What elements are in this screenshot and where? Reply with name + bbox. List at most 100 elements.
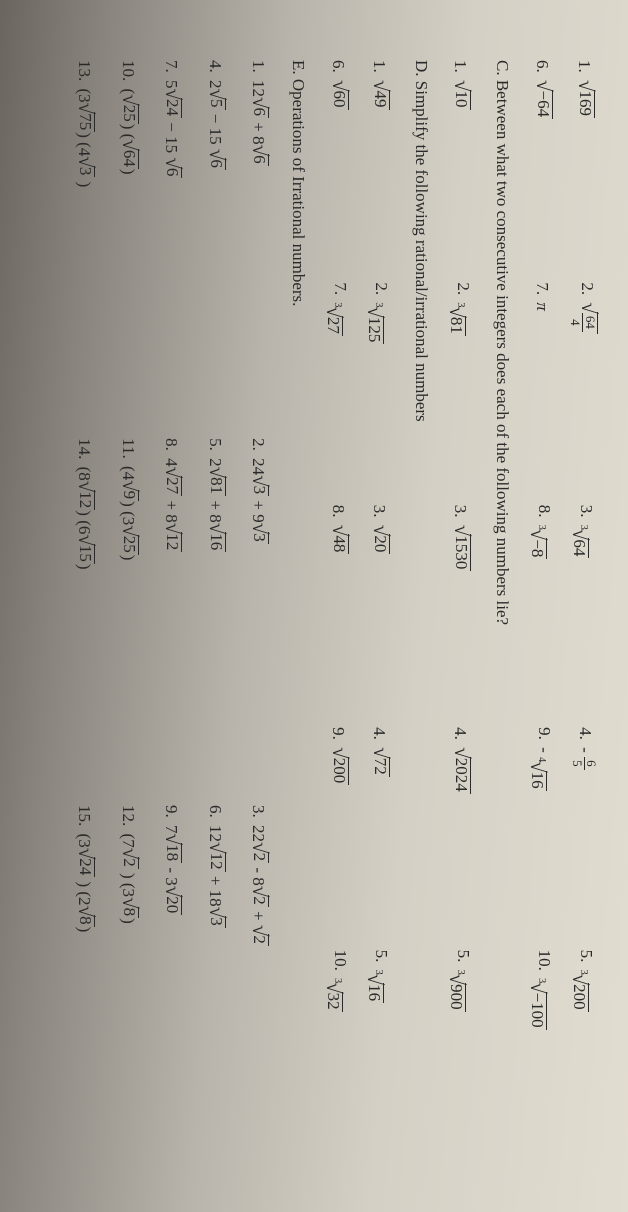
problem-item: 14. (8√12) (6√15) [72,438,98,805]
item-number: 3. [249,805,268,818]
item-number: 11. [119,438,138,459]
radical-expr: √9 [119,480,139,501]
item-number: 10. [119,60,138,81]
section-b-row-1: 1. √1692. √6443. 3√644. - 655. 3√200 [569,60,600,1172]
problem-item: 5. 3√16 [365,950,395,1172]
section-e-heading: E. Operations of Irrational numbers. [285,60,311,1172]
radical-expr: √75 [76,103,96,133]
expr-text: + 8 [206,496,225,523]
problem-item: 2. 3√125 [365,282,395,504]
expr-text: 2 [206,458,225,467]
radical-expr: √16 [206,523,226,553]
section-c-row: 1. √102. 3√813. √15304. √20245. 3√900 [446,60,476,1172]
radical-expr: 4√16 [527,757,547,791]
item-number: 13. [75,60,94,81]
item-number: 6. [329,60,348,73]
expr-text: ) [119,918,138,924]
problem-item: 12. (7√2 ) (3√8) [115,805,141,1172]
radical-expr: 3√64 [570,525,590,559]
radical-expr: √27 [163,467,183,497]
radical-expr: 3√81 [446,302,466,336]
problem-item: 4. - 65 [570,727,598,949]
item-number: 15. [75,805,94,826]
radical-expr: √5 [206,89,226,110]
section-e-row-4: 10. (√25) (√64)11. (4√9) (3√25)12. (7√2 … [115,60,141,1172]
expr-text: ) (3 [119,869,138,897]
expr-text: − 15 [206,110,225,149]
item-number: 12. [119,805,138,826]
radical-expr: √8 [119,897,139,918]
expr-text: ) [119,555,138,561]
item-number: 4. [206,60,225,73]
item-number: 7. [162,60,181,73]
radical-expr: √25 [119,525,139,555]
expr-text: ) [75,564,94,570]
worksheet-page: 1. √1692. √6443. 3√644. - 655. 3√200 6. … [0,0,628,1212]
item-number: 4. [451,727,470,740]
item-number: 3. [370,505,389,518]
problem-item: 9. - 4√16 [527,727,557,949]
expr-text: ) (3 [119,501,138,525]
expr-text: (3 [75,834,94,848]
radical-expr: √2 [250,925,270,946]
item-number: 5. [206,438,225,451]
expr-text: ) [75,177,94,187]
expr-text: 2 [206,80,225,89]
expr-text: ) [119,169,138,175]
radical-expr: √−64 [533,80,553,119]
expr-text: ) ( [119,124,138,140]
problem-item: 2. √644 [569,282,600,504]
problem-item: 7. 5√24 − 15 √6 [159,60,185,438]
problem-item: 10. (√25) (√64) [115,60,141,438]
section-c-heading: C. Between what two consecutive integers… [490,60,516,1172]
item-number: 2. [454,282,473,295]
radical-expr: √644 [569,302,598,334]
expr-text: 12 [249,80,268,97]
expr-text: ) (6 [75,510,94,534]
radical-expr: √2 [250,842,270,863]
radical-expr: √24 [163,89,183,119]
radical-expr: 3√27 [323,302,343,336]
radical-expr: √25 [119,94,139,124]
item-number: 1. [451,60,470,73]
expr-text: + 8 [249,118,268,145]
problem-item: 4. 2√5 − 15 √6 [202,60,228,438]
section-b-row-2: 6. √−647. π8. 3√−89. - 4√1610. 3√−100 [527,60,557,1172]
section-e-row-3: 7. 5√24 − 15 √68. 4√27 + 8√129. 7√18 - 3… [159,60,185,1172]
section-d-row-1: 1. √492. 3√1253. √204. √725. 3√16 [365,60,395,1172]
expr-text: ) [75,927,94,933]
item-number: 10. [535,950,554,971]
expr-text: + 9 [249,496,268,523]
problem-item: 6. 12√12 + 18√3 [202,805,228,1172]
problem-item: 6. √−64 [529,60,555,282]
problem-item: 1. √10 [448,60,474,282]
radical-expr: √60 [329,80,349,110]
item-number: 8. [329,505,348,518]
problem-item: 9. √200 [325,727,351,949]
pi-symbol: π [533,302,552,311]
item-number: 2. [249,438,268,451]
item-number: 14. [75,438,94,459]
item-number: 5. [454,950,473,963]
item-number: 7. [533,282,552,295]
radical-expr: √12 [76,481,96,511]
section-e-row-1: 1. 12√6 + 8√62. 24√3 + 9√33. 22√2 - 8√2 … [246,60,272,1172]
radical-expr: √3 [250,475,270,496]
problem-item: 6. √60 [325,60,351,282]
problem-item: 13. (3√75) (4√3 ) [72,60,98,438]
expr-text: 22 [249,825,268,842]
radical-expr: √18 [163,834,183,864]
radical-expr: 3√125 [365,302,385,344]
item-number: 1. [370,60,389,73]
item-number: 3. [577,505,596,518]
expr-text: 5 [162,80,181,89]
radical-expr: √6 [206,149,226,170]
problem-item: 4. √72 [367,727,393,949]
problem-item: 7. 3√27 [323,282,353,504]
radical-expr: √2024 [452,747,472,794]
radical-expr: √20 [371,525,391,555]
item-number: 6. [206,805,225,818]
expr-text: ) (2 [75,877,94,905]
item-number: 10. [331,950,350,971]
problem-item: 3. √20 [367,505,393,727]
